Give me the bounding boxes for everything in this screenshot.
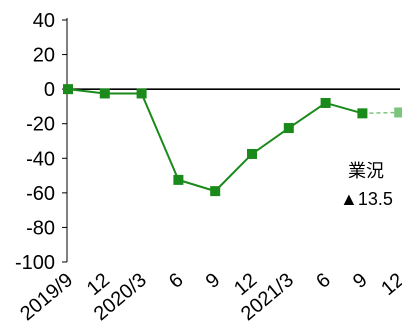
data-point-marker: [210, 186, 221, 197]
y-tick-label: -60: [26, 183, 55, 205]
y-tick-label: 20: [33, 45, 55, 67]
y-tick-label: -100: [15, 252, 55, 274]
y-tick-label: -40: [26, 148, 55, 170]
x-tick-label: 6: [312, 269, 335, 293]
projection-line: [362, 111, 400, 115]
x-tick-label: 2019/9: [16, 269, 77, 321]
data-point-marker: [63, 84, 73, 95]
x-tick-label: 12: [377, 269, 402, 300]
x-tick-label: 9: [349, 269, 372, 293]
data-point-marker: [99, 88, 110, 99]
data-point-marker: [173, 174, 184, 185]
data-point-marker: [283, 123, 294, 134]
x-tick-label: 9: [202, 269, 225, 293]
latest-value-label: ▲13.5: [340, 189, 393, 209]
data-point-marker: [357, 108, 368, 119]
y-tick-label: 0: [44, 79, 55, 101]
data-point-marker: [136, 88, 147, 99]
series-line: [67, 88, 363, 193]
y-tick-label: -20: [26, 114, 55, 136]
y-tick-label: 40: [33, 10, 55, 32]
y-tick-label: -80: [26, 217, 55, 239]
axes: [62, 18, 400, 263]
x-tick-label: 6: [165, 269, 188, 293]
data-point-marker: [320, 97, 331, 108]
data-point-marker: [247, 148, 257, 159]
annotations: 業況 ▲13.5: [340, 161, 393, 209]
y-tick-labels: 40 20 0 -20 -40 -60 -80 -100: [15, 10, 55, 274]
series-markers: [63, 84, 402, 197]
series-name-label: 業況: [348, 161, 384, 182]
projection-marker: [394, 107, 402, 118]
